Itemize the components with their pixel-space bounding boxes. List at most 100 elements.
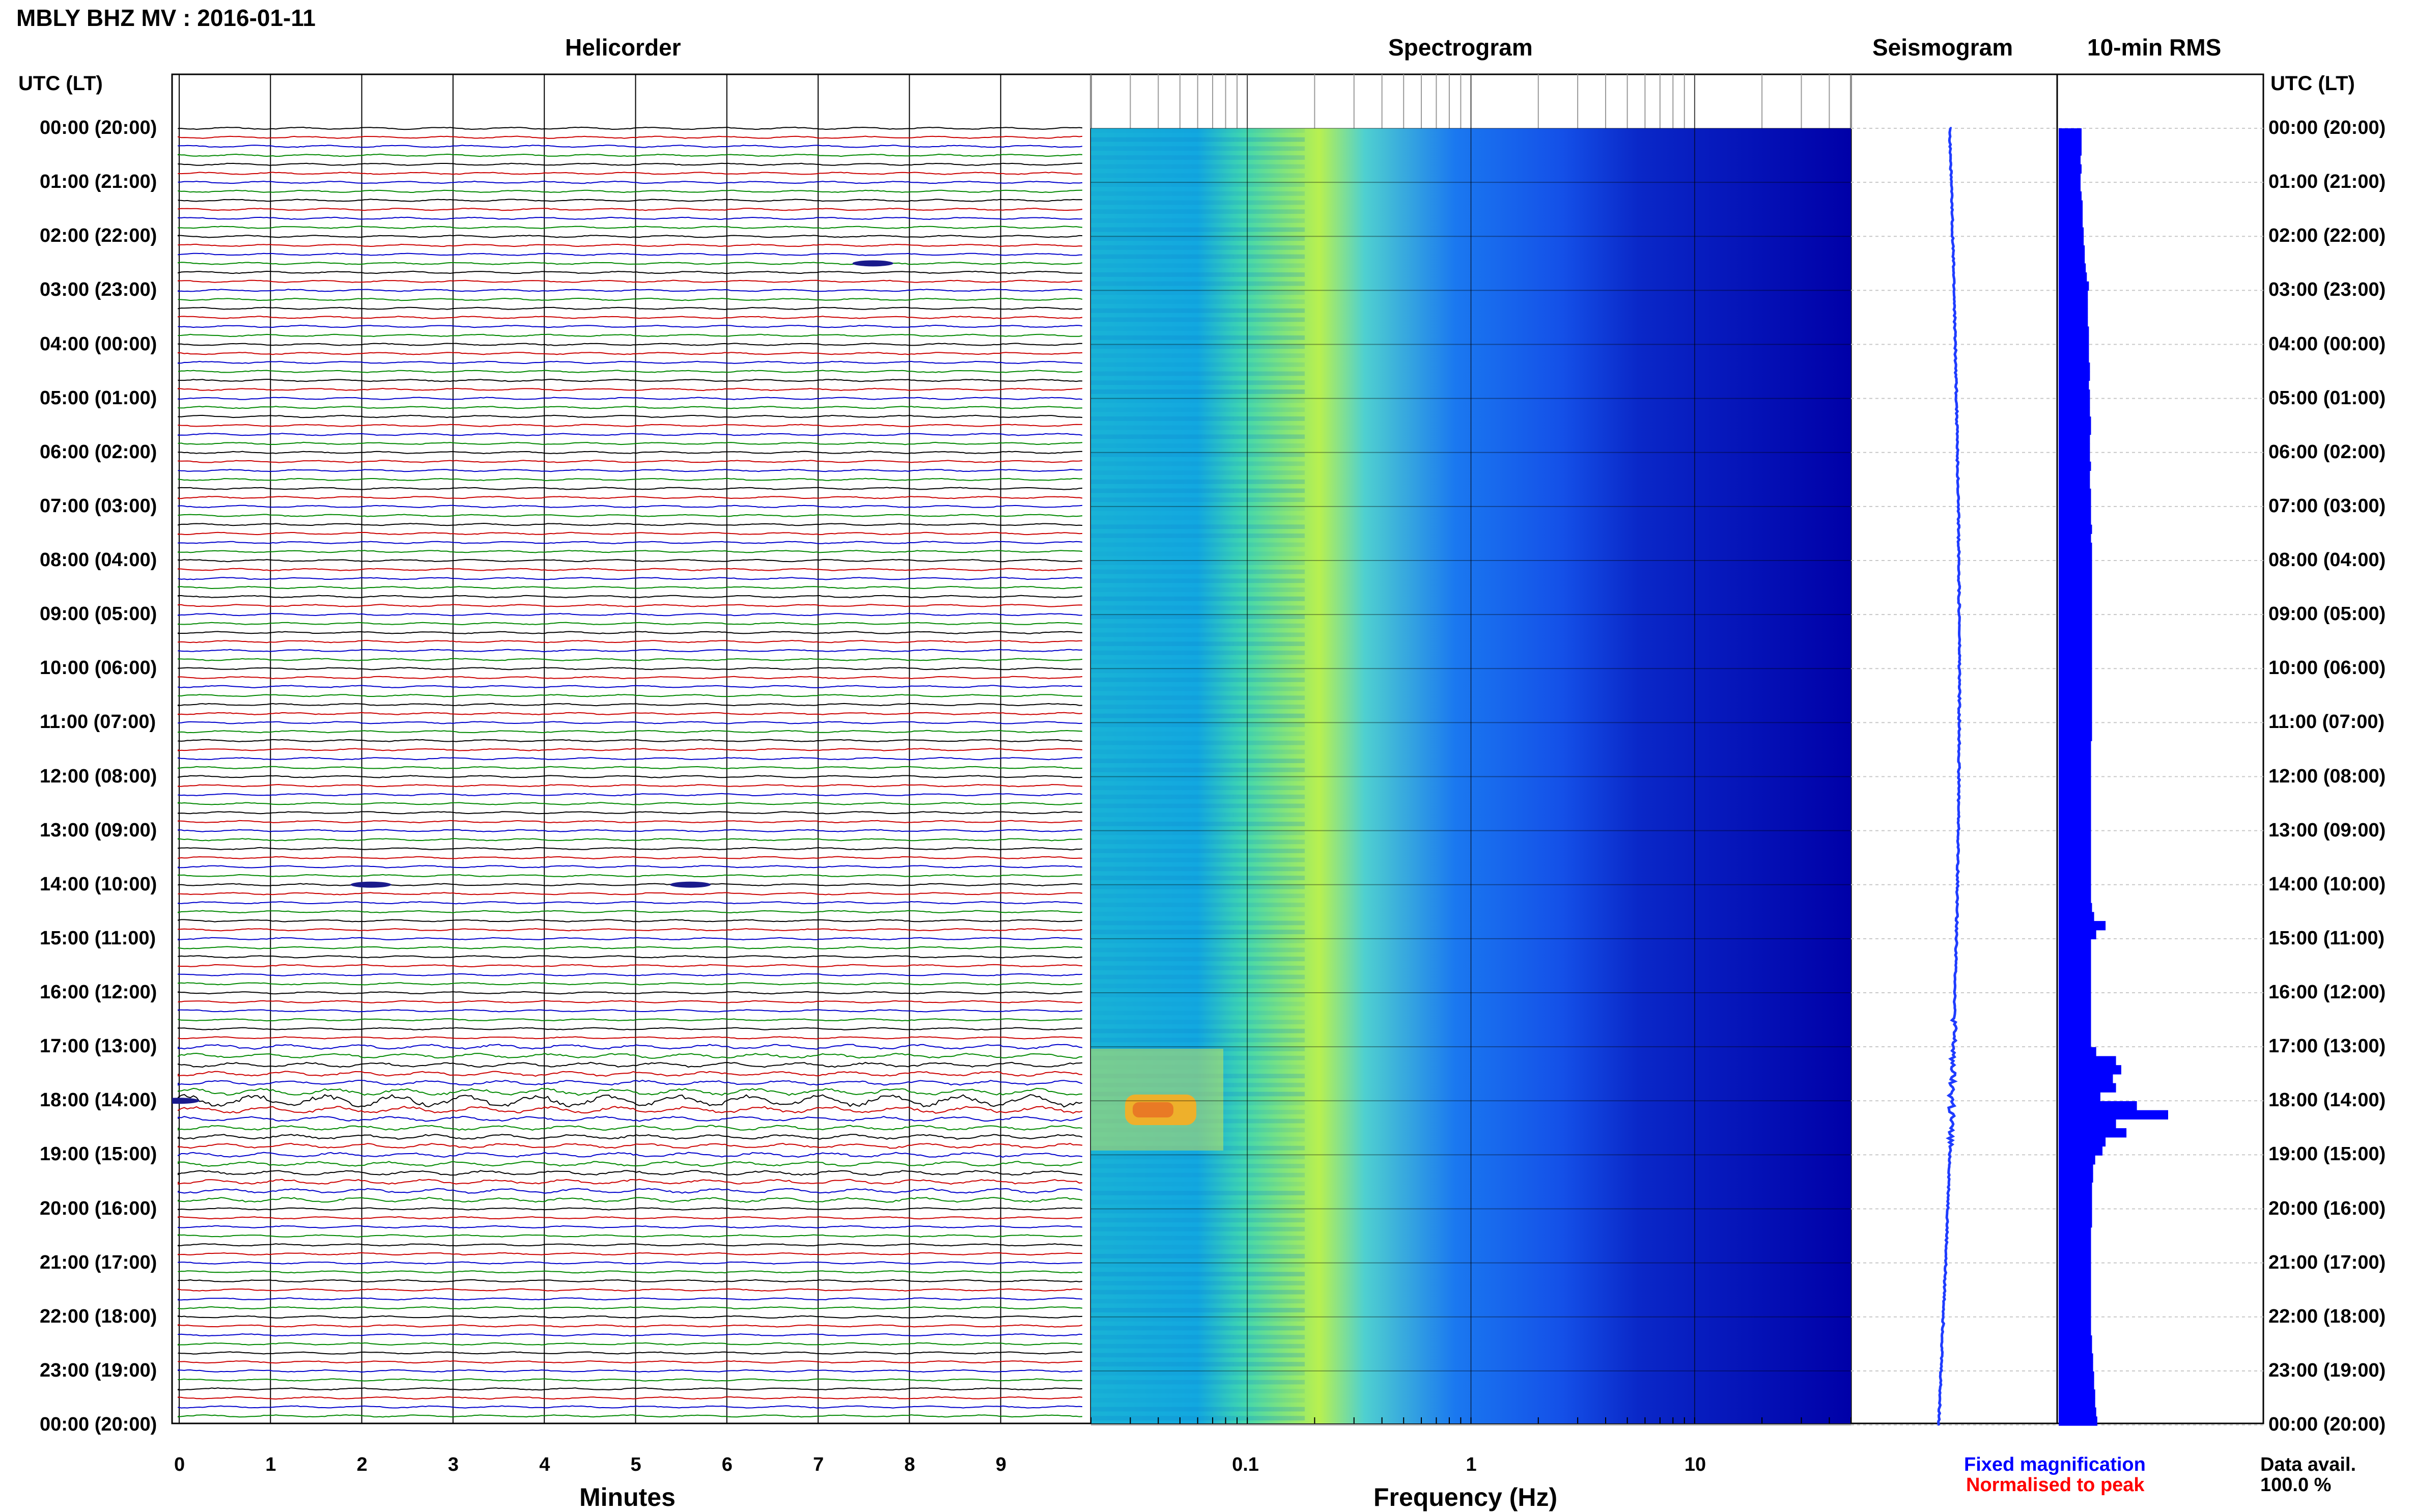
helicorder-trace [178,441,1083,445]
rms-bar [2059,777,2091,787]
minute-tick-label: 7 [813,1454,824,1475]
helicorder-trace [178,1324,1083,1328]
helicorder-trace [178,1243,1083,1247]
spectrogram-row [1091,524,1305,529]
rms-bar [2059,939,2091,948]
helicorder-trace [178,1387,1083,1391]
rms-bar [2059,876,2091,885]
rms-bar [2059,480,2090,489]
helicorder-trace [178,595,1083,598]
hour-label-right: 23:00 (19:00) [2268,1359,2386,1381]
helicorder-trace [178,522,1083,526]
helicorder-trace [178,649,1083,653]
helicorder-trace [178,243,1083,247]
hour-label-left: 05:00 (01:00) [40,387,157,409]
helicorder-trace [178,262,1083,265]
spectrogram-row [1091,551,1305,556]
spectrogram-row [1091,128,1305,133]
helicorder-trace [178,820,1083,824]
frequency-tick-label: 0.1 [1232,1454,1259,1475]
hour-label-left: 15:00 (11:00) [40,927,156,949]
spectrogram-row [1091,326,1305,331]
rms-bar [2059,722,2092,733]
helicorder-trace [178,397,1083,400]
hour-label-right: 04:00 (00:00) [2268,333,2386,355]
spectrogram-row [1091,903,1305,907]
spectrogram-row [1091,1182,1305,1187]
hour-label-left: 22:00 (18:00) [40,1305,157,1327]
spectrogram-row [1091,1101,1305,1106]
spectrogram-row [1091,506,1305,511]
spectrogram-row [1091,849,1305,853]
helicorder-trace [178,910,1083,914]
minute-tick-label: 0 [174,1454,185,1475]
helicorder-trace [178,973,1083,976]
helicorder-trace [178,153,1083,157]
helicorder-trace [178,316,1083,319]
helicorder-trace [178,172,1082,175]
helicorder-trace [178,1225,1083,1229]
helicorder-trace [178,1125,1083,1131]
helicorder-trace [178,676,1083,680]
rms-bar [2059,1398,2095,1408]
rms-bar [2059,218,2083,228]
helicorder-trace [178,1134,1083,1140]
spectrogram-row [1091,920,1305,926]
rms-bar [2059,1155,2095,1165]
spectrogram-row [1091,830,1305,835]
rms-bar [2059,209,2083,219]
rms-bar [2059,461,2091,471]
rms-bar [2059,308,2088,318]
rms-bar [2059,1272,2091,1282]
rms-bar [2059,245,2085,255]
rms-bar [2059,804,2091,814]
helicorder-trace [178,955,1083,959]
spectrogram-row [1091,749,1305,754]
spectrogram-row [1091,218,1305,223]
spectrogram-row [1091,857,1305,862]
rms-bar [2059,137,2082,147]
rms-bar [2059,515,2091,525]
spectrogram-row [1091,1317,1305,1322]
helicorder-trace [178,414,1083,418]
helicorder-trace [178,226,1083,229]
spectrogram-row [1091,677,1305,682]
hour-label-left: 03:00 (23:00) [40,279,157,301]
helicorder-trace [178,829,1083,832]
hour-label-right: 17:00 (13:00) [2268,1035,2386,1057]
spectrogram-row [1091,1118,1305,1124]
helicorder-trace [178,1044,1083,1050]
data-availability-label: Data avail. [2260,1454,2356,1475]
spectrogram-row [1091,281,1305,286]
rms-bar [2059,290,2088,300]
rms-bar [2059,1137,2106,1147]
spectrogram-row [1091,1343,1305,1349]
rms-bar [2059,768,2091,777]
rms-bar [2059,1416,2097,1426]
spectrogram-row [1091,722,1305,727]
helicorder-trace [178,622,1083,626]
hour-label-right: 03:00 (23:00) [2268,279,2386,301]
spectrogram-row [1091,1226,1305,1231]
helicorder-trace [178,937,1083,941]
helicorder-trace [178,145,1083,148]
helicorder-trace [178,451,1083,455]
helicorder-trace [178,378,1083,382]
rms-bar [2059,470,2090,480]
spectrogram-row [1091,1281,1305,1285]
hour-label-right: 18:00 (14:00) [2268,1089,2386,1111]
helicorder-trace [178,1288,1083,1292]
spectrogram-row [1091,236,1305,241]
helicorder-trace [178,126,1083,130]
rms-bar [2059,641,2092,651]
helicorder-trace [178,1360,1082,1364]
helicorder-trace [178,847,1083,851]
hour-label-left: 08:00 (04:00) [40,549,157,571]
helicorder-trace [178,1234,1083,1238]
helicorder-trace [178,739,1083,742]
rms-bar [2059,1110,2168,1119]
plot-title: MBLY BHZ MV : 2016-01-11 [16,5,316,31]
spectrogram-row [1091,884,1305,889]
spectrogram-row [1091,1218,1305,1223]
rms-bar [2059,1101,2137,1111]
